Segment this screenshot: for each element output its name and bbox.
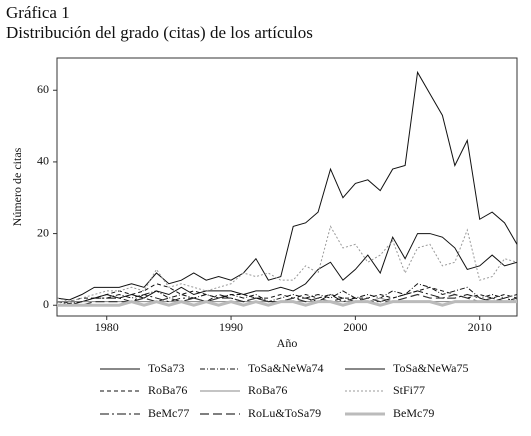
series-line xyxy=(57,300,517,307)
y-tick-label: 40 xyxy=(37,154,49,168)
plot-frame xyxy=(56,57,518,317)
series-line xyxy=(56,225,518,303)
legend-label: ToSa&NeWa74 xyxy=(248,361,324,375)
series-line xyxy=(56,70,518,301)
legend-label: ToSa73 xyxy=(148,361,185,375)
chart-title: Gráfica 1 xyxy=(6,3,70,22)
legend-label: RoBa76 xyxy=(148,383,187,397)
y-tick-label: 20 xyxy=(37,225,49,239)
legend-label: BeMc79 xyxy=(393,406,434,420)
y-tick-label: 0 xyxy=(43,297,49,311)
y-axis-label: Número de citas xyxy=(10,147,24,226)
series-line xyxy=(56,283,518,306)
series-line xyxy=(57,233,518,303)
legend-label: BeMc77 xyxy=(148,406,189,420)
x-tick-label: 1980 xyxy=(95,320,119,334)
chart-subtitle: Distribución del grado (citas) de los ar… xyxy=(6,23,313,42)
legend-label: RoLu&ToSa79 xyxy=(248,406,321,420)
legend-label: ToSa&NeWa75 xyxy=(393,361,469,375)
legend-label: RoBa76 xyxy=(248,383,287,397)
x-axis-label: Año xyxy=(277,336,298,350)
legend-label: StFi77 xyxy=(393,383,425,397)
x-tick-label: 2000 xyxy=(343,320,367,334)
x-tick-label: 2010 xyxy=(468,320,492,334)
y-tick-label: 60 xyxy=(37,82,49,96)
x-tick-label: 1990 xyxy=(219,320,243,334)
series-line xyxy=(57,293,518,306)
